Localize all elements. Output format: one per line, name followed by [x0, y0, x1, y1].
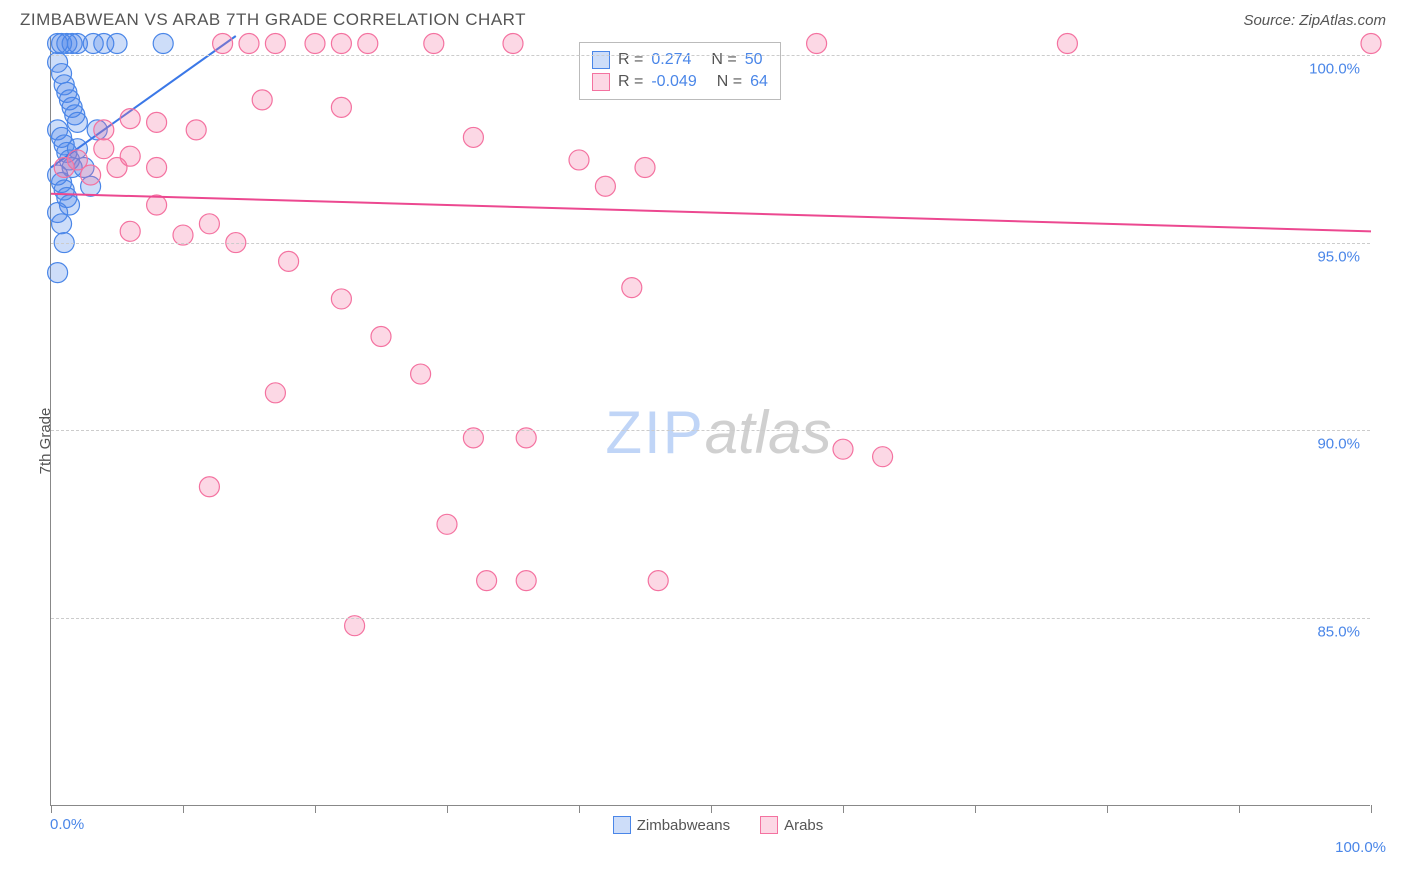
chart-title: ZIMBABWEAN VS ARAB 7TH GRADE CORRELATION… — [20, 10, 526, 30]
series-legend: Zimbabweans Arabs — [50, 816, 1386, 839]
trend-line — [51, 194, 1371, 232]
data-point — [477, 571, 497, 591]
data-point — [516, 571, 536, 591]
legend-series-item: Zimbabweans — [613, 816, 730, 834]
data-point — [81, 165, 101, 185]
data-point — [147, 157, 167, 177]
data-point — [186, 120, 206, 140]
y-tick-label: 95.0% — [1317, 248, 1360, 265]
data-point — [595, 176, 615, 196]
data-point — [1057, 34, 1077, 54]
data-point — [199, 477, 219, 497]
x-tick — [711, 805, 712, 813]
data-point — [147, 195, 167, 215]
data-point — [873, 447, 893, 467]
legend-series-name: Zimbabweans — [637, 817, 730, 834]
legend-swatch — [613, 816, 631, 834]
x-axis-max-label: 100.0% — [1335, 839, 1386, 856]
data-point — [153, 34, 173, 54]
data-point — [305, 34, 325, 54]
data-point — [48, 263, 68, 283]
data-point — [437, 514, 457, 534]
x-axis-min-label: 0.0% — [50, 816, 84, 833]
gridline — [51, 243, 1370, 244]
gridline — [51, 430, 1370, 431]
data-point — [635, 157, 655, 177]
data-point — [120, 146, 140, 166]
data-point — [622, 278, 642, 298]
data-point — [358, 34, 378, 54]
y-tick-label: 90.0% — [1317, 436, 1360, 453]
data-point — [569, 150, 589, 170]
x-tick — [975, 805, 976, 813]
x-tick — [447, 805, 448, 813]
data-point — [279, 251, 299, 271]
data-point — [331, 34, 351, 54]
data-point — [411, 364, 431, 384]
legend-swatch — [760, 816, 778, 834]
data-point — [67, 112, 87, 132]
data-point — [463, 127, 483, 147]
data-point — [94, 120, 114, 140]
y-tick-label: 100.0% — [1309, 60, 1360, 77]
x-tick — [843, 805, 844, 813]
data-point — [648, 571, 668, 591]
data-point — [331, 97, 351, 117]
data-point — [120, 221, 140, 241]
data-point — [120, 109, 140, 129]
x-tick — [1371, 805, 1372, 813]
data-point — [833, 439, 853, 459]
data-point — [265, 383, 285, 403]
x-tick — [1107, 805, 1108, 813]
plot-area: ZIPatlas R =0.274N =50R =-0.049N =64 85.… — [50, 36, 1370, 806]
chart-container: 7th Grade ZIPatlas R =0.274N =50R =-0.04… — [50, 36, 1386, 846]
x-tick — [315, 805, 316, 813]
data-point — [265, 34, 285, 54]
x-tick — [579, 805, 580, 813]
data-point — [107, 34, 127, 54]
data-point — [147, 112, 167, 132]
data-point — [807, 34, 827, 54]
scatter-points-layer — [51, 36, 1370, 805]
data-point — [424, 34, 444, 54]
data-point — [199, 214, 219, 234]
legend-series-item: Arabs — [760, 816, 823, 834]
gridline — [51, 55, 1370, 56]
x-tick — [1239, 805, 1240, 813]
data-point — [331, 289, 351, 309]
x-tick — [183, 805, 184, 813]
data-point — [94, 139, 114, 159]
data-point — [503, 34, 523, 54]
data-point — [371, 326, 391, 346]
data-point — [252, 90, 272, 110]
gridline — [51, 618, 1370, 619]
data-point — [239, 34, 259, 54]
data-point — [213, 34, 233, 54]
data-point — [1361, 34, 1381, 54]
data-point — [52, 214, 72, 234]
y-tick-label: 85.0% — [1317, 624, 1360, 641]
x-tick — [51, 805, 52, 813]
source-label: Source: ZipAtlas.com — [1243, 12, 1386, 29]
legend-series-name: Arabs — [784, 817, 823, 834]
